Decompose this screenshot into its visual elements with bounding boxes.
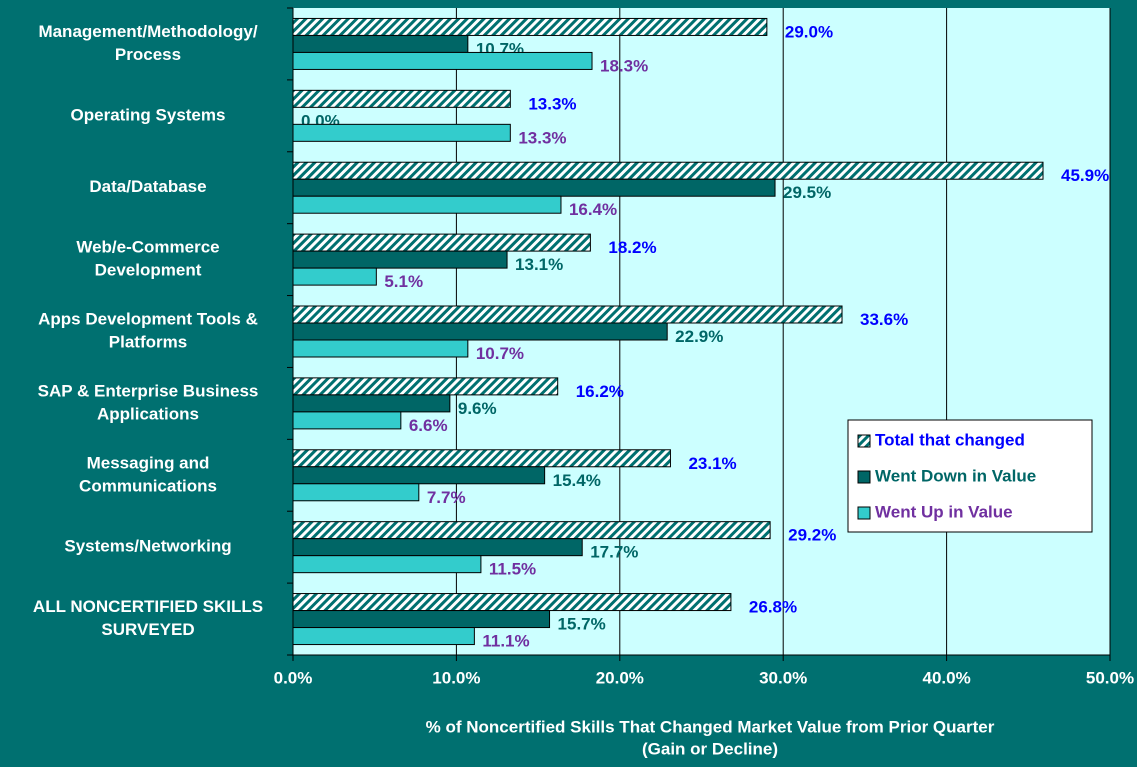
x-tick-label: 40.0% xyxy=(922,668,970,687)
x-tick-label: 20.0% xyxy=(596,668,644,687)
bar xyxy=(292,521,771,540)
bar xyxy=(292,17,768,36)
value-label: 16.2% xyxy=(576,382,624,401)
value-label: 29.0% xyxy=(785,22,833,41)
category-label: Apps Development Tools & xyxy=(38,309,258,328)
category-label: Development xyxy=(95,261,202,280)
legend-label: Went Down in Value xyxy=(875,466,1036,485)
bar xyxy=(292,593,732,612)
x-tick-label: 10.0% xyxy=(432,668,480,687)
bar xyxy=(292,610,551,629)
value-label: 5.1% xyxy=(384,272,423,291)
value-label: 9.6% xyxy=(458,399,497,418)
bar xyxy=(292,89,511,108)
bar xyxy=(292,267,377,286)
category-label: ALL NONCERTIFIED SKILLS xyxy=(33,597,263,616)
category-label: Communications xyxy=(79,476,217,495)
x-tick-label: 30.0% xyxy=(759,668,807,687)
bar xyxy=(292,305,843,324)
bar xyxy=(292,161,1044,180)
category-label: Platforms xyxy=(109,332,187,351)
value-label: 11.1% xyxy=(482,632,529,651)
value-label: 7.7% xyxy=(427,488,466,507)
value-label: 18.3% xyxy=(600,56,648,75)
value-label: 10.7% xyxy=(476,344,524,363)
legend-label: Total that changed xyxy=(875,430,1025,449)
bar xyxy=(292,51,593,70)
category-label: Operating Systems xyxy=(71,105,226,124)
legend-label: Went Up in Value xyxy=(875,502,1013,521)
bar xyxy=(292,538,583,557)
value-label: 22.9% xyxy=(675,327,723,346)
bar xyxy=(292,34,469,53)
bar xyxy=(292,339,469,358)
category-label: SAP & Enterprise Business xyxy=(38,381,259,400)
category-label: Web/e-Commerce xyxy=(76,238,219,257)
value-label: 33.6% xyxy=(860,310,908,329)
category-label: SURVEYED xyxy=(101,620,194,639)
category-label: Process xyxy=(115,45,181,64)
value-label: 29.2% xyxy=(788,526,836,545)
legend-swatch xyxy=(857,434,871,448)
category-label: Messaging and xyxy=(87,453,210,472)
legend-swatch xyxy=(857,506,871,520)
x-axis-label: % of Noncertified Skills That Changed Ma… xyxy=(426,717,995,736)
value-label: 13.1% xyxy=(515,255,563,274)
category-label: Data/Database xyxy=(89,177,206,196)
legend: Total that changed Went Down in Value Went… xyxy=(847,419,1093,533)
bar xyxy=(292,466,546,485)
value-label: 11.5% xyxy=(489,560,536,579)
bar xyxy=(292,449,671,468)
value-label: 17.7% xyxy=(590,543,638,562)
bar xyxy=(292,322,668,341)
legend-swatch xyxy=(857,470,871,484)
category-label: Applications xyxy=(97,404,199,423)
x-tick-label: 0.0% xyxy=(274,668,313,687)
bar xyxy=(292,377,559,396)
value-label: 6.6% xyxy=(409,416,448,435)
bar xyxy=(292,483,420,502)
value-label: 18.2% xyxy=(608,238,656,257)
bar xyxy=(292,394,451,413)
bar xyxy=(292,123,511,142)
value-label: 16.4% xyxy=(569,200,617,219)
value-label: 15.4% xyxy=(553,471,601,490)
bar xyxy=(292,627,475,646)
bar xyxy=(292,555,482,574)
x-axis-label: (Gain or Decline) xyxy=(642,739,778,758)
x-tick-label: 50.0% xyxy=(1086,668,1134,687)
value-label: 45.9% xyxy=(1061,166,1109,185)
category-label: Management/Methodology/ xyxy=(38,22,257,41)
value-label: 13.3% xyxy=(528,94,576,113)
legend-box xyxy=(847,419,1093,533)
value-label: 26.8% xyxy=(749,598,797,617)
value-label: 23.1% xyxy=(688,454,736,473)
category-label: Systems/Networking xyxy=(64,537,231,556)
bar xyxy=(292,195,562,214)
value-label: 13.3% xyxy=(518,128,566,147)
bar xyxy=(292,411,402,430)
bar xyxy=(292,178,776,197)
bar xyxy=(292,250,508,269)
value-label: 29.5% xyxy=(783,183,831,202)
value-label: 15.7% xyxy=(558,615,606,634)
bar xyxy=(292,233,591,252)
